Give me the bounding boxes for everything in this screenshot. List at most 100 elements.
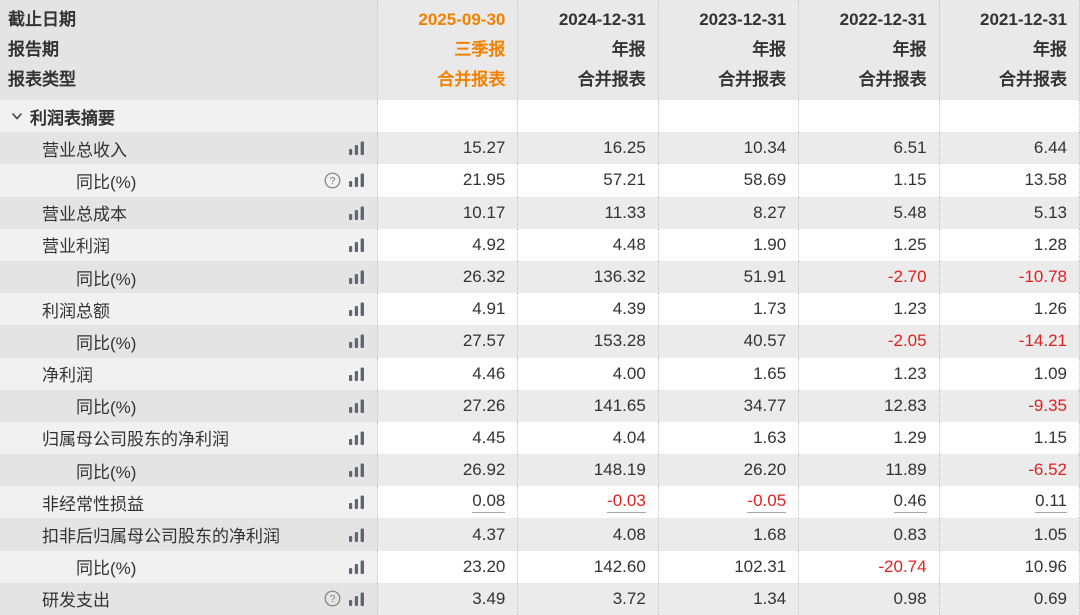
value: 12.83 (884, 395, 927, 415)
value-cell: 1.23 (799, 357, 940, 390)
value-cell: 1.25 (799, 228, 940, 261)
header-date: 2025-09-30 (418, 10, 506, 29)
value-cell: 0.69 (939, 582, 1080, 615)
bar-chart-icon[interactable] (348, 431, 365, 445)
bar-chart-icon[interactable] (348, 173, 365, 188)
value-cell: 141.65 (518, 389, 659, 422)
value[interactable]: -0.03 (607, 491, 646, 514)
header-col-2021-12-31: 2021-12-31 年报 合并报表 (939, 0, 1080, 100)
section-empty-cell (658, 100, 800, 133)
value-cell: 1.65 (658, 357, 800, 390)
value-cell: 0.98 (799, 582, 940, 615)
value: -20.74 (878, 556, 927, 576)
value-cell: 40.57 (658, 325, 800, 358)
header-col-2024-12-31: 2024-12-31 年报 合并报表 (518, 0, 659, 100)
value: 4.48 (612, 234, 646, 254)
bar-chart-icon[interactable] (348, 334, 365, 349)
value[interactable]: -0.05 (747, 491, 787, 514)
section-empty-cell (939, 100, 1080, 133)
value-cell: 102.31 (658, 550, 800, 583)
value: 23.20 (462, 556, 506, 576)
bar-chart-icon[interactable] (348, 302, 365, 317)
value[interactable]: 0.08 (472, 491, 506, 514)
row-label: 营业利润 (42, 237, 110, 257)
bar-chart-icon[interactable] (348, 528, 365, 542)
row-label: 利润总额 (42, 301, 110, 321)
bar-chart-icon[interactable] (348, 560, 365, 574)
value-cell: 11.33 (518, 196, 659, 229)
bar-chart-icon[interactable] (348, 238, 365, 252)
row-label: 净利润 (42, 366, 93, 386)
section-label-cell[interactable]: 利润表摘要 (0, 100, 378, 133)
bar-chart-icon[interactable] (348, 495, 365, 510)
value[interactable]: 0.11 (1035, 491, 1067, 514)
row-icons (348, 302, 365, 317)
value-cell: 1.15 (799, 164, 940, 197)
value: 1.90 (753, 234, 787, 254)
help-icon[interactable]: ? (324, 172, 341, 189)
row-label: 营业总收入 (42, 140, 127, 160)
bar-chart-icon[interactable] (348, 141, 365, 156)
section-empty-cell (799, 100, 940, 133)
value: -2.05 (887, 331, 927, 351)
value-cell: -10.78 (939, 260, 1080, 294)
value: 11.33 (604, 202, 646, 222)
value: 1.23 (893, 363, 927, 383)
value-cell: -6.52 (939, 454, 1080, 487)
value: 1.09 (1033, 363, 1067, 383)
header-date: 2022-12-31 (839, 10, 927, 29)
svg-text:?: ? (330, 175, 336, 187)
value: 1.15 (893, 170, 927, 190)
value: 21.95 (462, 170, 506, 190)
table-row: 营业利润 4.92 4.48 1.90 1.25 1.28 (0, 228, 1080, 261)
table-body: 利润表摘要 营业总收入 15.27 16.25 10.34 6.51 6.44 同比(%)?… (0, 100, 1080, 615)
value-cell: 21.95 (378, 164, 519, 197)
row-icons (348, 463, 365, 478)
bar-chart-icon[interactable] (348, 592, 365, 606)
value-cell: 148.19 (518, 454, 659, 487)
value-cell: 0.83 (799, 518, 940, 551)
value: -14.21 (1018, 331, 1067, 351)
value: 26.92 (462, 460, 506, 480)
bar-chart-icon[interactable] (348, 399, 365, 413)
value-cell: -14.21 (939, 325, 1080, 358)
bar-chart-icon[interactable] (348, 463, 365, 478)
bar-chart-icon[interactable] (348, 367, 365, 381)
value: 4.91 (472, 299, 506, 319)
value-cell: -20.74 (799, 550, 940, 583)
value-cell: -9.35 (939, 389, 1080, 422)
value-cell: 0.11 (939, 486, 1080, 519)
row-label-cell: 利润总额 (0, 293, 378, 326)
value-cell: 5.48 (799, 196, 940, 229)
chevron-down-icon[interactable] (10, 109, 24, 123)
bar-chart-icon[interactable] (348, 206, 365, 220)
value-cell: 1.73 (658, 293, 800, 326)
value: 1.63 (753, 427, 787, 447)
value-cell: 26.92 (378, 454, 519, 487)
value-cell: 4.08 (518, 518, 659, 551)
value: 11.89 (885, 460, 927, 480)
help-icon[interactable]: ? (324, 590, 341, 607)
row-label-cell: 扣非后归属母公司股东的净利润 (0, 518, 378, 551)
table-row: 同比(%) 26.92 148.19 26.20 11.89 -6.52 (0, 454, 1080, 487)
bar-chart-icon[interactable] (348, 270, 365, 285)
value-cell: 0.46 (799, 486, 940, 519)
value: 1.65 (753, 363, 787, 383)
header-period: 年报 (611, 40, 646, 59)
section-row-income-statement[interactable]: 利润表摘要 (0, 100, 1080, 133)
value: 27.57 (462, 331, 506, 351)
value[interactable]: 0.46 (893, 491, 927, 514)
value-cell: 4.92 (378, 228, 519, 261)
table-row: 非经常性损益 0.08 -0.03 -0.05 0.46 0.11 (0, 486, 1080, 519)
value-cell: 1.26 (939, 293, 1080, 326)
value: 26.32 (462, 267, 506, 287)
value: 5.48 (893, 202, 927, 222)
value-cell: 4.39 (518, 293, 659, 326)
row-label-cell: 同比(%) (0, 389, 378, 422)
row-icons (348, 367, 365, 381)
value-cell: 5.13 (939, 196, 1080, 229)
value: 57.21 (603, 170, 646, 190)
table-row: 营业总收入 15.27 16.25 10.34 6.51 6.44 (0, 132, 1080, 165)
value: 4.00 (612, 363, 646, 383)
value: 13.58 (1024, 170, 1067, 190)
